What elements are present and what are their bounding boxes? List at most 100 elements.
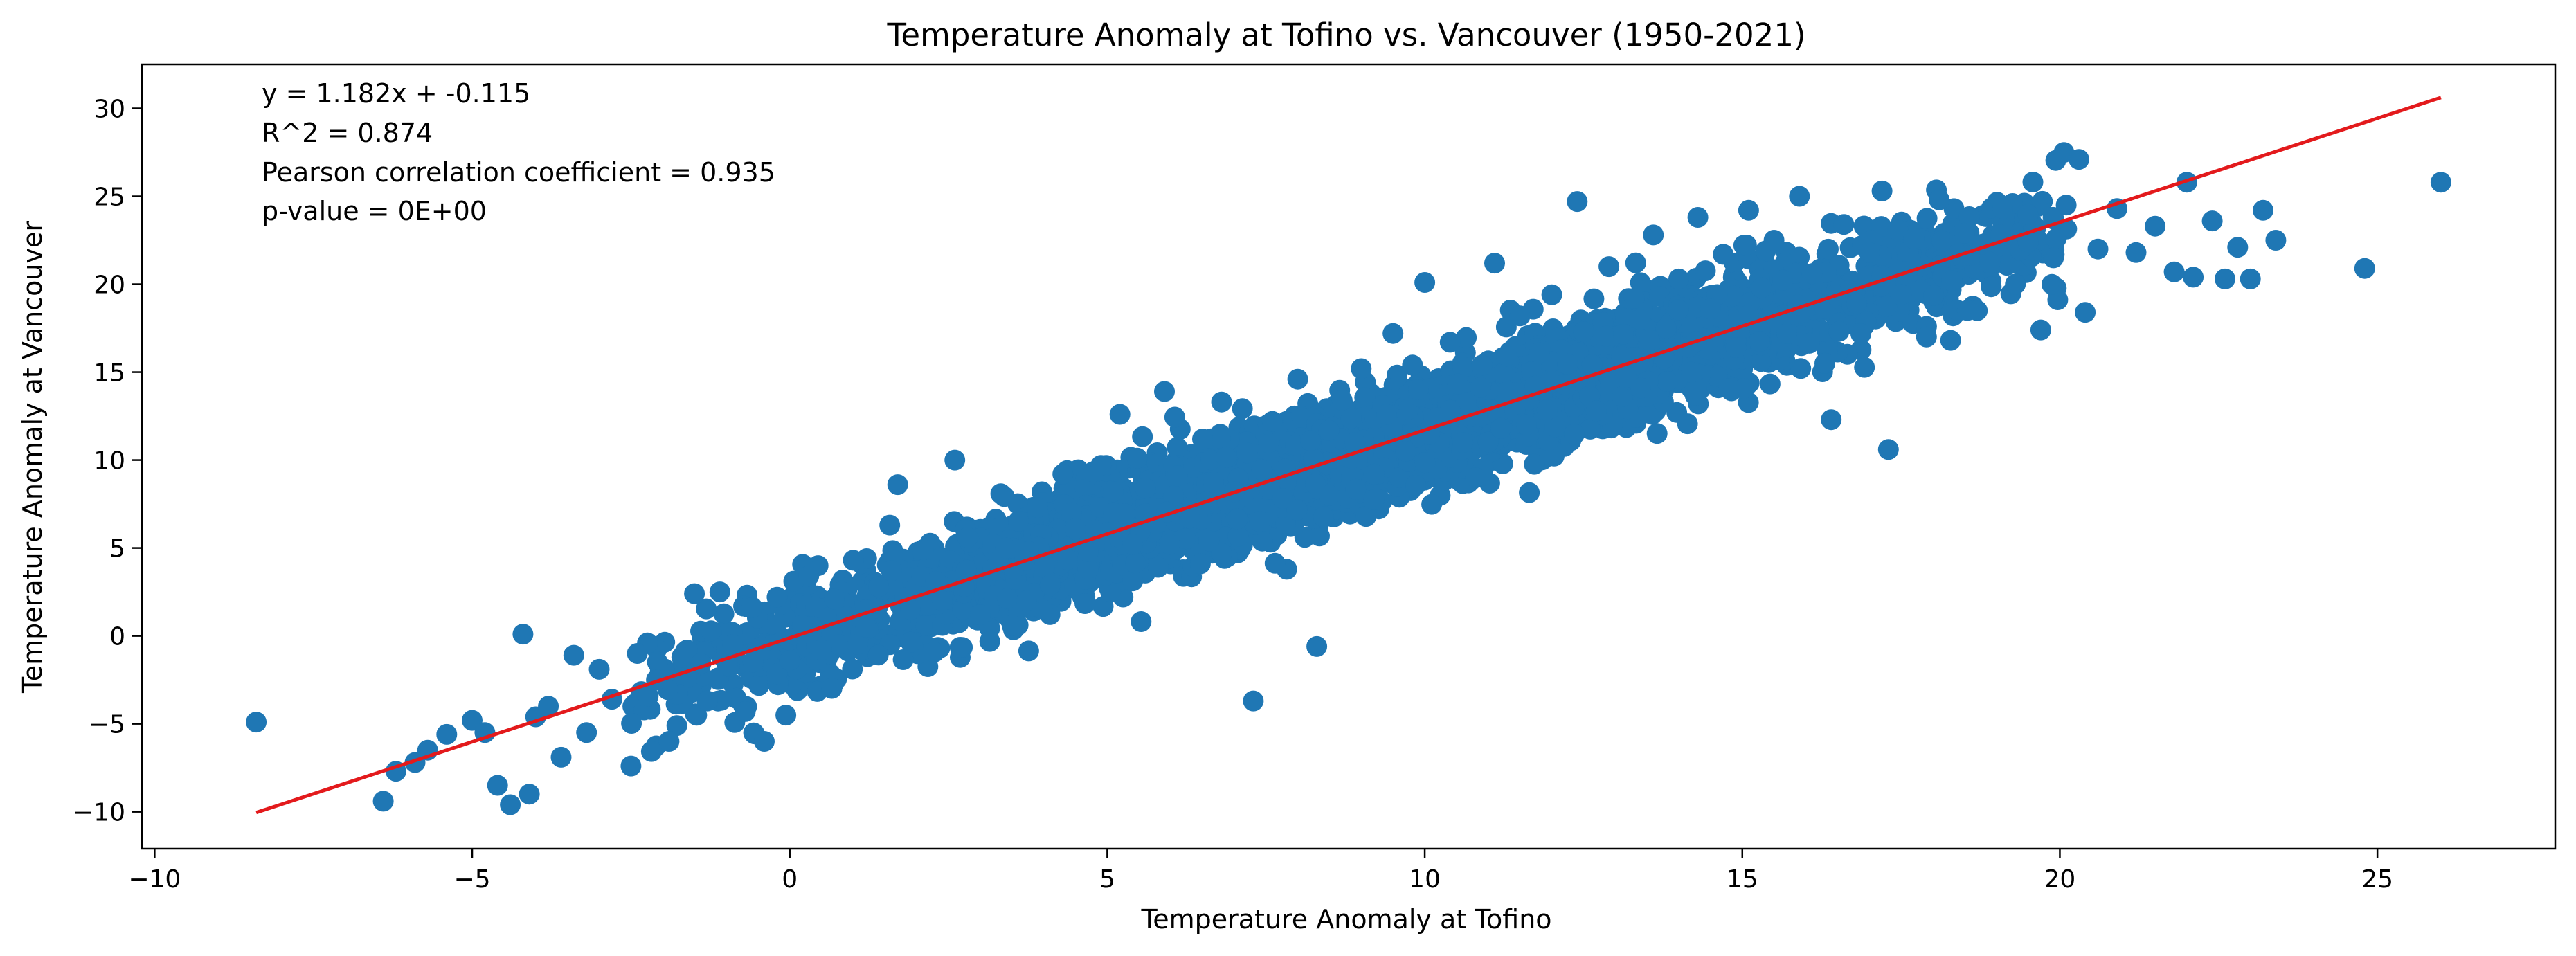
- data-point: [1799, 332, 1820, 354]
- data-point: [1154, 381, 1175, 402]
- data-point: [1109, 404, 1131, 425]
- data-point: [1763, 230, 1785, 251]
- data-point: [1074, 478, 1096, 500]
- data-point: [1557, 353, 1578, 375]
- data-point: [1801, 263, 1823, 285]
- data-point: [823, 588, 845, 610]
- data-point: [766, 663, 788, 685]
- data-point: [1496, 345, 1517, 367]
- data-point: [843, 550, 864, 571]
- data-point: [1018, 640, 1039, 662]
- data-point: [1305, 474, 1326, 495]
- data-point: [1772, 269, 1794, 291]
- data-point: [2215, 268, 2235, 289]
- data-point: [696, 598, 717, 620]
- chart-title: Temperature Anomaly at Tofino vs. Vancou…: [886, 17, 1805, 53]
- data-point: [1439, 332, 1461, 353]
- data-point: [686, 705, 708, 726]
- r-squared-value: R^2 = 0.874: [262, 118, 433, 148]
- data-point: [658, 731, 680, 752]
- data-point: [1529, 342, 1550, 363]
- data-point: [1402, 354, 1423, 376]
- data-point: [1164, 406, 1185, 428]
- data-point: [1611, 345, 1632, 367]
- data-point: [882, 543, 903, 565]
- data-point: [709, 581, 730, 603]
- data-point: [1916, 208, 1938, 229]
- data-point: [979, 631, 1000, 652]
- data-point: [1313, 506, 1334, 527]
- data-point: [1733, 378, 1754, 399]
- data-point: [2265, 230, 2287, 251]
- data-point: [1749, 331, 1770, 352]
- data-point: [842, 658, 863, 680]
- data-point: [1363, 489, 1385, 510]
- data-point: [1686, 378, 1707, 399]
- data-point: [1687, 207, 1709, 228]
- data-point: [1286, 499, 1308, 521]
- data-point: [879, 514, 901, 536]
- data-point: [1630, 377, 1651, 399]
- data-point: [2042, 273, 2062, 295]
- data-point: [1216, 447, 1237, 468]
- data-point: [915, 615, 937, 636]
- data-point: [1738, 305, 1759, 326]
- data-point: [1828, 321, 1850, 342]
- x-tick-label: 5: [1099, 865, 1115, 894]
- data-point: [1132, 426, 1153, 447]
- regression-equation: y = 1.182x + -0.115: [262, 78, 530, 109]
- data-point: [1979, 253, 2001, 274]
- data-point: [1414, 452, 1436, 474]
- data-point: [1319, 485, 1340, 506]
- data-point: [627, 643, 648, 664]
- data-point: [1789, 186, 1810, 207]
- data-point: [742, 651, 764, 673]
- data-point: [1236, 442, 1258, 464]
- data-point: [1363, 463, 1385, 485]
- y-tick-label: 25: [93, 183, 125, 212]
- data-point: [2043, 247, 2064, 269]
- data-point: [748, 675, 770, 696]
- x-tick-label: −10: [128, 865, 181, 894]
- data-point: [1573, 321, 1594, 343]
- data-point: [1100, 581, 1122, 602]
- data-point: [1871, 180, 1893, 201]
- data-point: [1211, 391, 1232, 413]
- data-point: [1492, 363, 1513, 384]
- data-point: [1625, 252, 1646, 273]
- data-point: [754, 731, 775, 752]
- data-point: [1252, 530, 1273, 552]
- x-axis-label: Temperature Anomaly at Tofino: [1140, 904, 1551, 935]
- data-point: [1623, 287, 1645, 309]
- data-point: [1470, 377, 1491, 398]
- data-point: [1189, 553, 1211, 575]
- data-point: [246, 712, 267, 733]
- data-point: [1261, 411, 1283, 432]
- data-point: [1713, 244, 1734, 265]
- y-tick-label: 15: [93, 359, 125, 388]
- data-point: [1736, 235, 1757, 255]
- y-tick-label: 0: [109, 623, 125, 651]
- data-point: [500, 794, 521, 815]
- data-point: [741, 597, 762, 618]
- data-point: [1490, 417, 1511, 439]
- data-point: [1581, 354, 1603, 375]
- data-point: [2125, 242, 2147, 263]
- data-point: [638, 685, 659, 707]
- data-point: [1981, 276, 2002, 298]
- data-point: [1954, 222, 1975, 244]
- data-point: [538, 696, 559, 717]
- data-point: [2075, 302, 2096, 323]
- data-point: [1903, 228, 1925, 249]
- data-point: [1616, 367, 1637, 388]
- data-point: [1524, 453, 1545, 475]
- data-point: [1344, 432, 1366, 453]
- data-point: [1580, 418, 1601, 440]
- data-point: [1065, 518, 1086, 539]
- data-point: [1272, 488, 1293, 509]
- data-point: [867, 644, 889, 666]
- data-point: [766, 586, 788, 608]
- data-point: [1456, 327, 1477, 348]
- data-point: [1958, 206, 1980, 227]
- x-tick-label: 25: [2361, 865, 2393, 894]
